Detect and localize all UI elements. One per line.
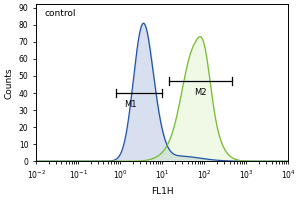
- X-axis label: FL1H: FL1H: [151, 187, 174, 196]
- Y-axis label: Counts: Counts: [4, 67, 13, 99]
- Text: control: control: [44, 9, 76, 18]
- Text: M1: M1: [124, 100, 137, 109]
- Text: M2: M2: [194, 88, 206, 97]
